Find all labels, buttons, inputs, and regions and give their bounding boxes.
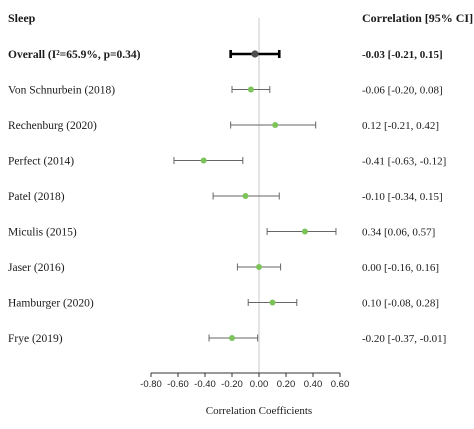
study-row: Frye (2019) -0.20 [-0.37, -0.01] xyxy=(8,333,446,345)
ci-label: -0.41 [-0.63, -0.12] xyxy=(362,156,446,168)
ci-label: -0.03 [-0.21, 0.15] xyxy=(362,49,443,61)
point-estimate xyxy=(256,264,262,270)
study-label: Hamburger (2020) xyxy=(8,298,94,310)
study-label: Frye (2019) xyxy=(8,333,63,345)
study-label: Miculis (2015) xyxy=(8,227,77,239)
x-tick-label: 0.60 xyxy=(331,379,350,390)
study-label: Overall (I²=65.9%, p=0.34) xyxy=(8,49,141,61)
study-row: Rechenburg (2020) 0.12 [-0.21, 0.42] xyxy=(8,120,439,132)
ci-label: -0.10 [-0.34, 0.15] xyxy=(362,191,443,203)
x-tick-label: -0.40 xyxy=(194,379,216,390)
point-estimate xyxy=(247,86,254,93)
study-row: Jaser (2016) 0.00 [-0.16, 0.16] xyxy=(8,262,439,274)
study-row: Hamburger (2020) 0.10 [-0.08, 0.28] xyxy=(8,298,439,310)
study-label: Jaser (2016) xyxy=(8,262,65,274)
x-axis: -0.80 -0.60 -0.40 -0.20 0.00 0.20 0.40 0.60 xyxy=(140,372,350,390)
x-tick-label: -0.80 xyxy=(140,379,162,390)
x-tick-label: -0.60 xyxy=(167,379,189,390)
ci-label: -0.06 [-0.20, 0.08] xyxy=(362,85,443,97)
ci-label: 0.10 [-0.08, 0.28] xyxy=(362,298,439,310)
x-axis-label: Correlation Coefficients xyxy=(206,405,312,417)
header-left: Sleep xyxy=(8,11,36,25)
study-row: Von Schnurbein (2018) -0.06 [-0.20, 0.08] xyxy=(8,85,443,97)
study-rows: Overall (I²=65.9%, p=0.34) -0.03 [-0.21, … xyxy=(8,49,446,345)
point-estimate xyxy=(301,228,308,235)
point-estimate xyxy=(251,50,259,58)
study-row: Patel (2018) -0.10 [-0.34, 0.15] xyxy=(8,191,443,203)
point-estimate xyxy=(229,335,235,341)
study-row: Perfect (2014) -0.41 [-0.63, -0.12] xyxy=(8,156,446,168)
x-tick-label: -0.20 xyxy=(221,379,243,390)
header-right: Correlation [95% CI] xyxy=(362,11,473,25)
x-tick-label: 0.40 xyxy=(304,379,323,390)
ci-label: -0.20 [-0.37, -0.01] xyxy=(362,333,446,345)
x-tick-label: 0.00 xyxy=(250,379,269,390)
point-estimate xyxy=(272,122,279,128)
point-estimate xyxy=(269,299,276,306)
point-estimate xyxy=(200,157,207,164)
study-label: Perfect (2014) xyxy=(8,156,74,168)
x-tick-label: 0.20 xyxy=(277,379,296,390)
study-label: Rechenburg (2020) xyxy=(8,120,97,132)
ci-label: 0.34 [0.06, 0.57] xyxy=(362,227,435,239)
point-estimate xyxy=(242,193,249,199)
study-label: Von Schnurbein (2018) xyxy=(8,85,115,97)
study-row: Miculis (2015) 0.34 [0.06, 0.57] xyxy=(8,227,435,239)
ci-label: 0.00 [-0.16, 0.16] xyxy=(362,262,439,274)
overall-row: Overall (I²=65.9%, p=0.34) -0.03 [-0.21, … xyxy=(8,49,443,61)
study-label: Patel (2018) xyxy=(8,191,65,203)
ci-label: 0.12 [-0.21, 0.42] xyxy=(362,120,439,132)
